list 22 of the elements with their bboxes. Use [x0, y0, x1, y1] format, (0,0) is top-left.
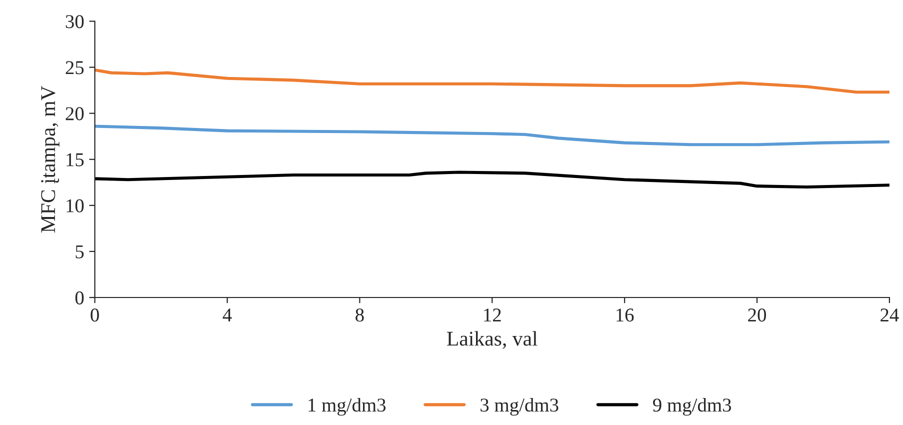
x-tick-label: 16 — [616, 308, 634, 322]
x-tick-label: 0 — [90, 308, 99, 322]
x-axis-title: Laikas, val — [447, 331, 538, 349]
y-tick-label: 25 — [66, 61, 84, 74]
legend-label: 3 mg/dm3 — [480, 398, 558, 416]
y-tick-label: 5 — [76, 245, 84, 258]
y-tick-label: 10 — [66, 199, 84, 212]
y-axis-title: MFC įtampa, mV — [41, 86, 60, 233]
x-tick-label: 20 — [748, 308, 766, 322]
x-tick-label: 24 — [880, 308, 899, 322]
x-tick-label: 12 — [484, 308, 501, 322]
y-tick-label: 30 — [66, 15, 84, 28]
line-series — [94, 170, 890, 189]
legend-label: 9 mg/dm3 — [653, 398, 732, 416]
y-tick-label: 20 — [66, 107, 84, 120]
x-tick-label: 4 — [222, 308, 232, 322]
y-tick-label: 0 — [75, 291, 84, 304]
line-series — [94, 124, 890, 146]
line-series — [94, 68, 890, 94]
legend-label: 1 mg/dm3 — [308, 398, 386, 416]
y-tick-label: 15 — [66, 153, 84, 166]
x-tick-label: 8 — [356, 308, 364, 322]
